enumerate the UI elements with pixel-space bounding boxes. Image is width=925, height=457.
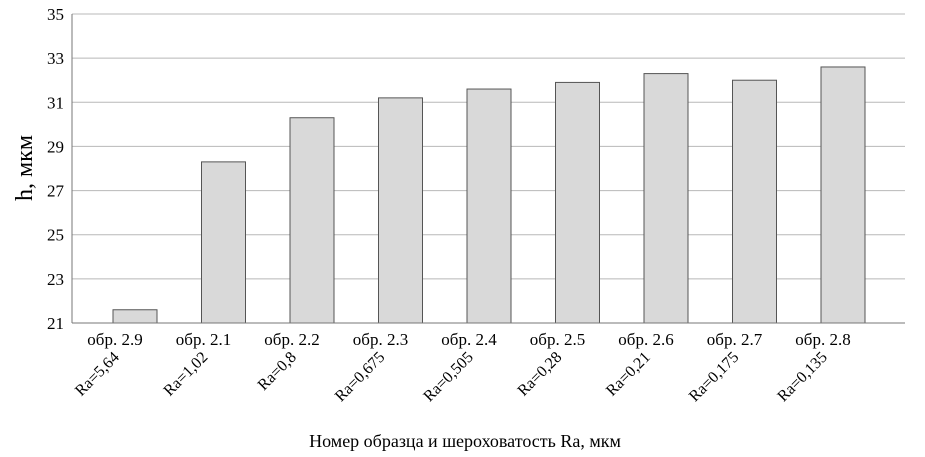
y-tick-labels: 21 23 25 27 29 31 33 35 [47,5,65,333]
x-roughness-label: Ra=0,175 [686,349,742,405]
x-category-label: обр. 2.3 [353,330,408,349]
y-tick-label: 23 [47,270,64,289]
bar [643,73,689,324]
x-category-label: обр. 2.6 [618,330,673,349]
x-roughness-label: Ra=0,675 [332,349,388,405]
x-roughness-label: Ra=5,64 [72,349,123,400]
y-tick-label: 29 [47,137,64,156]
y-tick-label: 31 [47,93,64,112]
bar [378,97,423,324]
x-category-label: обр. 2.2 [264,330,319,349]
bar [732,79,777,324]
x-roughness-label: Ra=0,135 [774,349,830,405]
bar [555,81,600,324]
y-tick-label: 25 [47,226,64,245]
y-tick-label: 35 [47,5,64,24]
y-axis-title: h, мкм [12,135,38,201]
bar [201,161,246,324]
x-roughness-label: Ra=0,28 [515,349,566,400]
bar [820,66,866,324]
x-roughness-label: Ra=0,8 [255,349,300,394]
y-tick-label: 21 [47,314,64,333]
bar [466,88,512,324]
x-category-label: обр. 2.5 [530,330,585,349]
y-tick-label: 33 [47,49,64,68]
y-tick-label: 27 [47,182,65,201]
x-roughness-label: Ra=0,21 [603,349,654,400]
x-category-label: обр. 2.1 [176,330,231,349]
bar [112,309,158,324]
x-category-label: обр. 2.9 [87,330,142,349]
x-axis-title: Номер образца и шероховатость Ra, мкм [309,431,621,451]
bar [289,117,335,324]
bars [112,66,866,324]
x-category-label: обр. 2.7 [707,330,763,349]
x-roughness-label: Ra=1,02 [161,349,212,400]
x-category-label: обр. 2.4 [441,330,497,349]
x-category-label: обр. 2.8 [795,330,850,349]
x-roughness-label: Ra=0,505 [420,349,476,405]
